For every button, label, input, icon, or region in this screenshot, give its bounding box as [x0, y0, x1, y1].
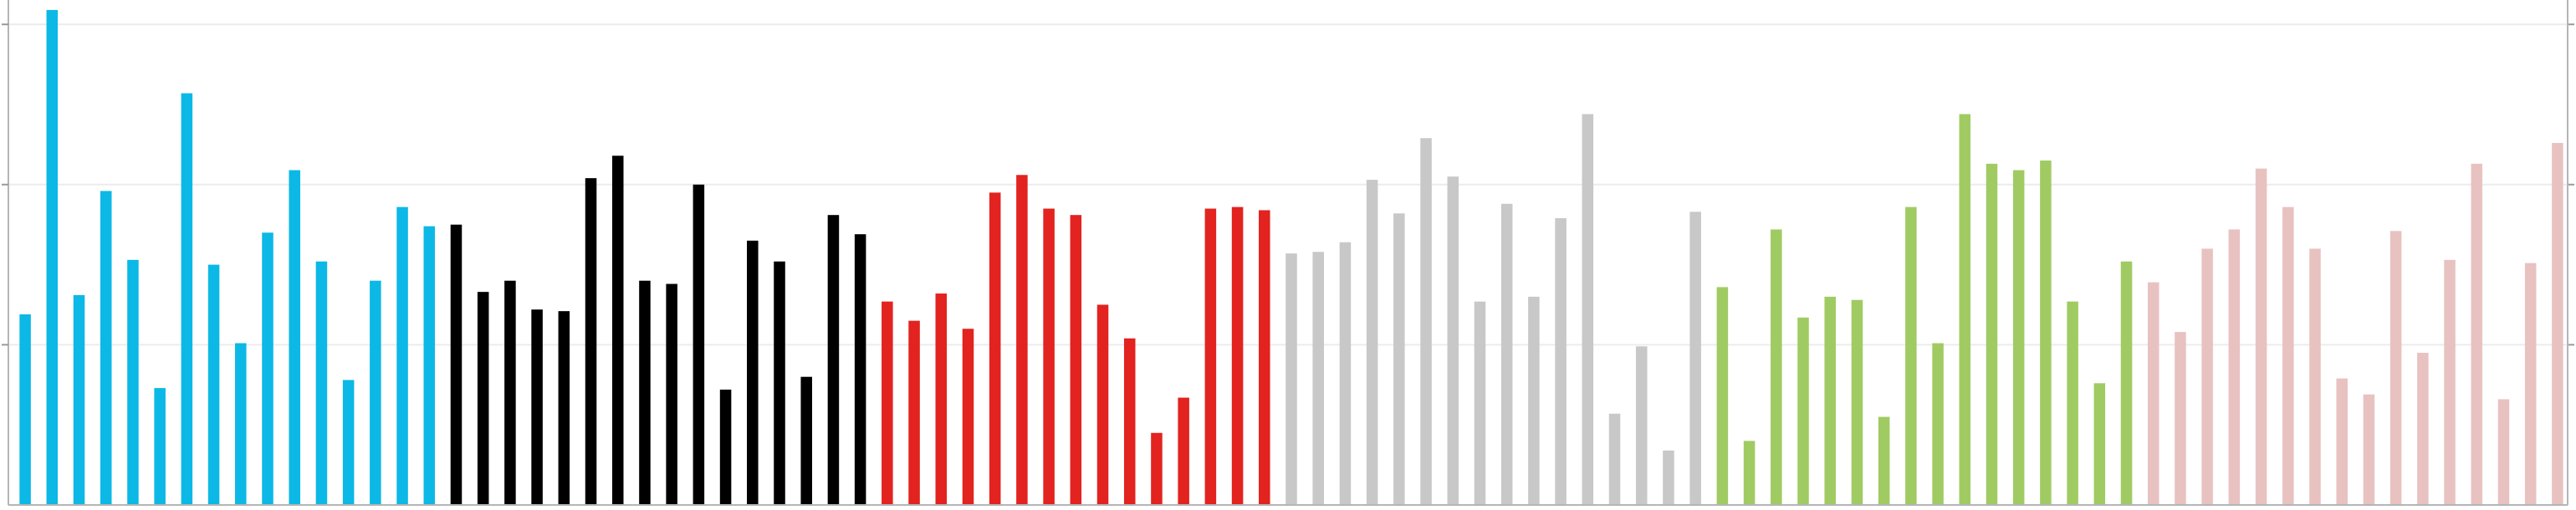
bar-s6-4	[2228, 229, 2241, 505]
bar-s2-5	[558, 311, 570, 505]
bar-s2-8	[639, 280, 651, 505]
bar-s4-1	[1285, 253, 1297, 505]
bar-s1-5	[127, 259, 139, 505]
bar-s1-16	[423, 226, 436, 505]
bar-s6-13	[2471, 163, 2483, 506]
bar-s5-10	[1959, 114, 1971, 505]
bar-s5-9	[1932, 343, 1944, 505]
bar-s2-4	[531, 309, 543, 505]
bar-s2-11	[719, 390, 732, 505]
bar-s5-1	[1716, 287, 1729, 505]
bar-s6-3	[2201, 248, 2213, 505]
bar-s4-12	[1582, 114, 1594, 505]
bar-s6-16	[2552, 142, 2563, 505]
bar-s5-15	[2093, 383, 2106, 505]
bar-s6-1	[2147, 282, 2159, 505]
bar-s2-7	[611, 156, 624, 505]
bar-s2-12	[747, 240, 759, 505]
bar-s5-12	[2012, 170, 2025, 505]
bar-s5-11	[1986, 163, 1998, 506]
bar-s1-8	[207, 264, 220, 505]
bar-s6-5	[2255, 168, 2267, 506]
bar-s3-7	[1043, 208, 1055, 505]
bar-s6-14	[2497, 399, 2510, 505]
bar-s2-15	[827, 215, 840, 505]
bar-s6-8	[2336, 378, 2348, 505]
bar-s2-16	[854, 234, 866, 505]
bar-s2-13	[774, 261, 785, 505]
bar-s5-2	[1743, 441, 1756, 505]
bar-s2-3	[504, 280, 516, 505]
bar-s4-6	[1420, 138, 1432, 505]
bar-s5-6	[1851, 299, 1863, 505]
bar-s3-8	[1070, 215, 1082, 505]
bar-s3-10	[1123, 338, 1136, 505]
bar-s4-7	[1447, 176, 1459, 505]
bar-s4-3	[1339, 242, 1352, 505]
bar-s5-13	[2040, 161, 2052, 505]
bar-s5-16	[2120, 261, 2133, 505]
bar-s4-5	[1393, 213, 1405, 505]
bar-s1-2	[46, 9, 59, 506]
bar-s5-8	[1905, 207, 1917, 505]
bar-s1-13	[342, 380, 355, 505]
bar-s6-11	[2417, 352, 2429, 505]
bar-s1-3	[73, 294, 85, 505]
bar-s2-1	[450, 224, 463, 505]
bar-s3-5	[989, 192, 1001, 505]
bar-s1-14	[370, 280, 381, 505]
bar-s1-15	[396, 207, 408, 505]
bar-s2-2	[477, 292, 489, 505]
bar-s6-6	[2282, 207, 2294, 505]
bar-s6-2	[2175, 332, 2186, 505]
bar-s1-6	[154, 388, 166, 505]
bar-s1-12	[315, 261, 328, 505]
bar-s2-9	[666, 283, 677, 505]
bar-s3-3	[935, 293, 948, 505]
bar-s5-14	[2067, 301, 2078, 505]
bar-s3-12	[1178, 397, 1189, 505]
bar-s4-13	[1608, 413, 1621, 505]
bar-s1-11	[289, 170, 300, 505]
bar-s4-15	[1663, 450, 1674, 505]
bar-s4-16	[1689, 212, 1701, 505]
bar-s1-1	[19, 314, 31, 505]
bar-s3-2	[908, 320, 920, 505]
bar-s6-12	[2444, 259, 2456, 505]
bar-s2-10	[693, 184, 705, 505]
bar-s4-14	[1635, 346, 1648, 505]
bars	[19, 9, 2563, 506]
bar-s4-11	[1555, 218, 1567, 505]
bar-s3-13	[1204, 208, 1217, 505]
bar-s4-8	[1474, 301, 1486, 505]
bar-s5-3	[1771, 229, 1782, 505]
bar-s5-4	[1797, 317, 1809, 505]
bar-s4-9	[1500, 203, 1513, 505]
bar-s3-1	[882, 301, 893, 505]
bar-s3-6	[1016, 175, 1028, 505]
bar-s3-9	[1096, 304, 1109, 505]
bar-s6-7	[2309, 248, 2321, 505]
bar-s1-4	[100, 191, 112, 505]
bar-s3-11	[1151, 432, 1163, 505]
bar-s4-4	[1366, 180, 1378, 505]
bar-s3-14	[1231, 207, 1244, 505]
bar-s2-6	[585, 178, 597, 506]
bar-s6-9	[2363, 394, 2375, 505]
bar-s1-9	[235, 343, 247, 505]
bar-s3-4	[962, 329, 974, 505]
bar-s6-10	[2389, 231, 2402, 505]
bar-s5-5	[1824, 296, 1836, 505]
bar-s4-2	[1312, 252, 1324, 505]
bar-s6-15	[2524, 263, 2537, 505]
bar-s1-10	[262, 232, 273, 505]
bar-s3-15	[1259, 210, 1270, 505]
bar-s2-14	[800, 376, 812, 505]
bar-s5-7	[1878, 416, 1890, 505]
bar-s4-10	[1528, 296, 1540, 505]
bar-s1-7	[181, 93, 193, 506]
